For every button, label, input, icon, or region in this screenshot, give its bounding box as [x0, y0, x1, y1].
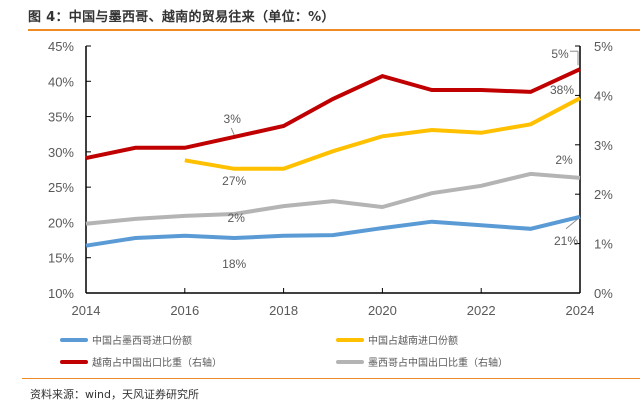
legend-swatch-gray — [336, 359, 364, 364]
data-label: 5% — [551, 47, 569, 61]
chart-legend: 中国占墨西哥进口份额 中国占越南进口份额 越南占中国出口比重（右轴） 墨西哥占中… — [0, 326, 640, 370]
right-axis-tick-label: 0% — [594, 286, 613, 301]
legend-label: 中国占墨西哥进口份额 — [92, 336, 192, 347]
right-axis-tick-label: 5% — [594, 39, 613, 54]
series-line-2 — [85, 67, 581, 161]
data-label: 38% — [550, 83, 574, 97]
right-axis-tick-label: 1% — [594, 237, 613, 252]
right-axis-tick-label: 4% — [594, 88, 613, 103]
left-axis-tick-label: 25% — [48, 180, 74, 195]
data-label: 27% — [222, 174, 246, 188]
x-axis-tick-label: 2022 — [467, 303, 496, 318]
title-divider — [28, 29, 640, 31]
left-axis-tick-label: 40% — [48, 74, 74, 89]
left-axis-tick-label: 20% — [48, 215, 74, 230]
legend-label: 墨西哥占中国出口比重（右轴） — [368, 358, 508, 369]
legend-item-mexico-import-share: 中国占墨西哥进口份额 — [60, 332, 192, 347]
annotation-leader-line — [565, 218, 579, 230]
legend-item-vietnam-import-share: 中国占越南进口份额 — [336, 332, 458, 347]
data-label: 21% — [554, 234, 578, 248]
data-label: 18% — [222, 257, 246, 271]
x-axis-tick-label: 2020 — [368, 303, 397, 318]
left-axis-tick-label: 10% — [48, 286, 74, 301]
series-line-3 — [85, 171, 581, 226]
source-note: 资料来源：wind，天风证券研究所 — [30, 388, 200, 401]
series-line-1 — [184, 96, 581, 171]
left-axis-tick-label: 35% — [48, 110, 74, 125]
x-axis-tick-label: 2014 — [72, 303, 101, 318]
legend-swatch-blue — [60, 337, 88, 342]
left-axis-tick-label: 15% — [48, 251, 74, 266]
figure-title: 图 4：中国与墨西哥、越南的贸易往来（单位：%） — [28, 10, 335, 25]
x-axis-tick-label: 2018 — [269, 303, 298, 318]
right-axis-tick-label: 3% — [594, 138, 613, 153]
left-axis-tick-label: 45% — [48, 39, 74, 54]
x-axis-tick-label: 2024 — [566, 303, 595, 318]
line-chart: 10% 15% 20% 25% 30% 35% 40% 45% 0% 1% 2% 3% 4% 5% 2014… — [48, 39, 613, 318]
footer-divider — [22, 378, 640, 379]
legend-swatch-yellow — [336, 337, 364, 342]
data-label: 3% — [224, 112, 242, 126]
x-axis-tick-label: 2016 — [170, 303, 199, 318]
legend-swatch-red — [60, 359, 88, 364]
series-line-0 — [85, 214, 581, 248]
data-label: 2% — [228, 211, 246, 225]
left-axis-tick-label: 30% — [48, 145, 74, 160]
right-axis-tick-label: 2% — [594, 187, 613, 202]
legend-label: 中国占越南进口份额 — [368, 336, 458, 347]
legend-label: 越南占中国出口比重（右轴） — [92, 358, 222, 369]
annotation-leader-line — [230, 127, 235, 136]
data-label: 2% — [555, 153, 573, 167]
legend-item-vietnam-export-ratio: 越南占中国出口比重（右轴） — [60, 354, 222, 369]
legend-item-mexico-export-ratio: 墨西哥占中国出口比重（右轴） — [336, 354, 508, 369]
